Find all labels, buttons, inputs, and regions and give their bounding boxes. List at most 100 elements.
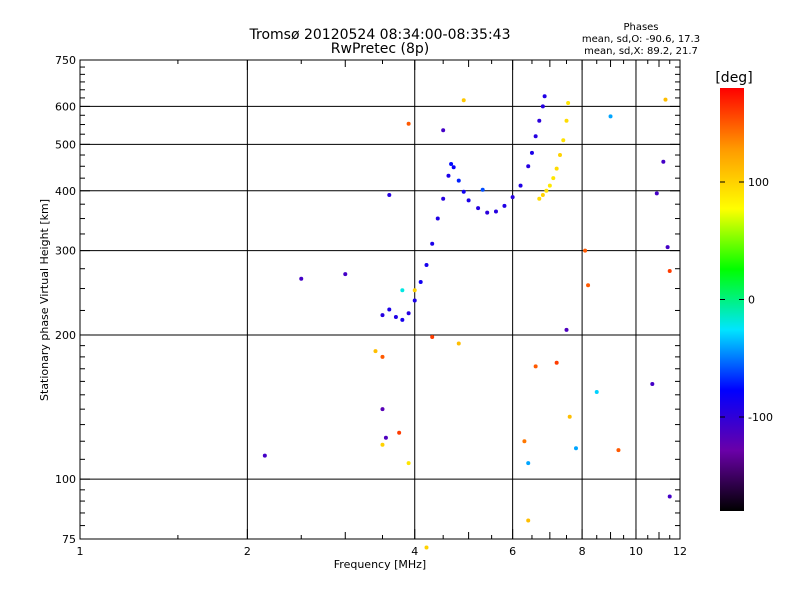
data-point-o bbox=[476, 206, 481, 211]
data-point-scattered bbox=[387, 192, 392, 197]
data-point-o bbox=[451, 165, 456, 170]
data-point-o bbox=[424, 262, 429, 267]
data-point-o bbox=[400, 317, 405, 322]
data-point-o bbox=[456, 178, 461, 183]
data-point-scattered bbox=[383, 435, 388, 440]
data-point-scattered bbox=[262, 453, 267, 458]
data-point-scattered bbox=[522, 439, 527, 444]
data-point-scattered bbox=[667, 494, 672, 499]
colorbar-label: [deg] bbox=[715, 70, 752, 86]
data-point-scattered bbox=[665, 245, 670, 250]
data-point-x bbox=[564, 118, 569, 123]
data-point-scattered bbox=[406, 461, 411, 466]
data-point-scattered bbox=[661, 159, 666, 164]
x-axis-label: Frequency [MHz] bbox=[334, 558, 426, 571]
data-point-scattered bbox=[430, 335, 435, 340]
data-point-scattered bbox=[533, 364, 538, 369]
data-point-o bbox=[510, 195, 515, 200]
data-point-scattered bbox=[373, 349, 378, 354]
data-point-o bbox=[435, 216, 440, 221]
data-point-o bbox=[493, 209, 498, 214]
data-point-o bbox=[446, 173, 451, 178]
data-point-o bbox=[412, 298, 417, 303]
data-point-scattered bbox=[526, 518, 531, 523]
data-point-scattered bbox=[406, 121, 411, 126]
data-point-scattered bbox=[650, 381, 655, 386]
data-point-scattered bbox=[567, 414, 572, 419]
data-point-scattered bbox=[299, 276, 304, 281]
data-point-scattered bbox=[456, 341, 461, 346]
data-points bbox=[262, 94, 672, 550]
y-tick-label: 300 bbox=[55, 245, 76, 258]
data-point-o bbox=[466, 198, 471, 203]
data-point-o bbox=[406, 311, 411, 316]
chart-subtitle: RwPretec (8p) bbox=[331, 41, 429, 57]
x-tick-label: 2 bbox=[244, 545, 251, 558]
y-tick-label: 75 bbox=[62, 533, 76, 546]
x-tick-label: 6 bbox=[509, 545, 516, 558]
data-point-scattered bbox=[667, 268, 672, 273]
colorbar-tick-label: 100 bbox=[748, 176, 769, 189]
y-tick-label: 100 bbox=[55, 473, 76, 486]
data-point-x bbox=[551, 176, 556, 181]
data-point-scattered bbox=[586, 283, 591, 288]
y-tick-label: 750 bbox=[55, 54, 76, 67]
data-point-x bbox=[561, 138, 566, 143]
y-axis-label: Stationary phase Virtual Height [km] bbox=[38, 199, 51, 401]
data-point-o bbox=[542, 94, 547, 99]
data-point-scattered bbox=[526, 461, 531, 466]
data-point-scattered bbox=[380, 407, 385, 412]
data-point-scattered bbox=[441, 128, 446, 133]
data-point-o bbox=[518, 183, 523, 188]
data-point-o bbox=[526, 164, 531, 169]
data-point-scattered bbox=[663, 97, 668, 102]
x-tick-label: 10 bbox=[629, 545, 643, 558]
data-point-scattered bbox=[573, 446, 578, 451]
data-point-scattered bbox=[594, 390, 599, 395]
grid bbox=[80, 60, 680, 539]
data-point-x bbox=[544, 188, 549, 193]
data-point-x bbox=[547, 183, 552, 188]
data-point-scattered bbox=[400, 288, 405, 293]
data-point-o bbox=[502, 203, 507, 208]
phases-mean-o: mean, sd,O: -90.6, 17.3 bbox=[582, 34, 700, 45]
data-point-o bbox=[529, 150, 534, 155]
data-point-o bbox=[449, 161, 454, 166]
data-point-o bbox=[485, 210, 490, 215]
chart-title: Tromsø 20120524 08:34:00-08:35:43 bbox=[249, 27, 511, 43]
data-point-scattered bbox=[412, 288, 417, 293]
data-point-scattered bbox=[461, 98, 466, 103]
data-point-scattered bbox=[564, 327, 569, 332]
data-point-o bbox=[418, 279, 423, 284]
data-point-o bbox=[540, 104, 545, 109]
x-tick-label: 8 bbox=[579, 545, 586, 558]
y-tick-label: 500 bbox=[55, 138, 76, 151]
data-point-o bbox=[393, 315, 398, 320]
data-point-o bbox=[387, 307, 392, 312]
data-point-scattered bbox=[380, 442, 385, 447]
phases-mean-x: mean, sd,X: 89.2, 21.7 bbox=[584, 46, 698, 57]
data-point-scattered bbox=[616, 448, 621, 453]
data-point-o bbox=[380, 313, 385, 318]
data-point-scattered bbox=[343, 272, 348, 277]
data-point-o bbox=[537, 118, 542, 123]
data-point-scattered bbox=[608, 114, 613, 119]
data-point-scattered bbox=[583, 248, 588, 253]
y-tick-label: 200 bbox=[55, 329, 76, 342]
data-point-scattered bbox=[380, 354, 385, 359]
x-tick-label: 1 bbox=[77, 545, 84, 558]
colorbar-ticks: -100 0 100 bbox=[720, 176, 773, 424]
data-point-o bbox=[461, 189, 466, 194]
colorbar-tick-label: 0 bbox=[748, 294, 755, 307]
y-tick-label: 600 bbox=[55, 100, 76, 113]
data-point-o bbox=[533, 134, 538, 139]
phases-header: Phases bbox=[623, 22, 658, 33]
x-tick-label: 4 bbox=[411, 545, 418, 558]
data-point-scattered bbox=[554, 360, 559, 365]
data-point-x bbox=[566, 100, 571, 105]
data-point-x bbox=[554, 166, 559, 171]
data-point-x bbox=[540, 192, 545, 197]
data-point-o bbox=[430, 241, 435, 246]
